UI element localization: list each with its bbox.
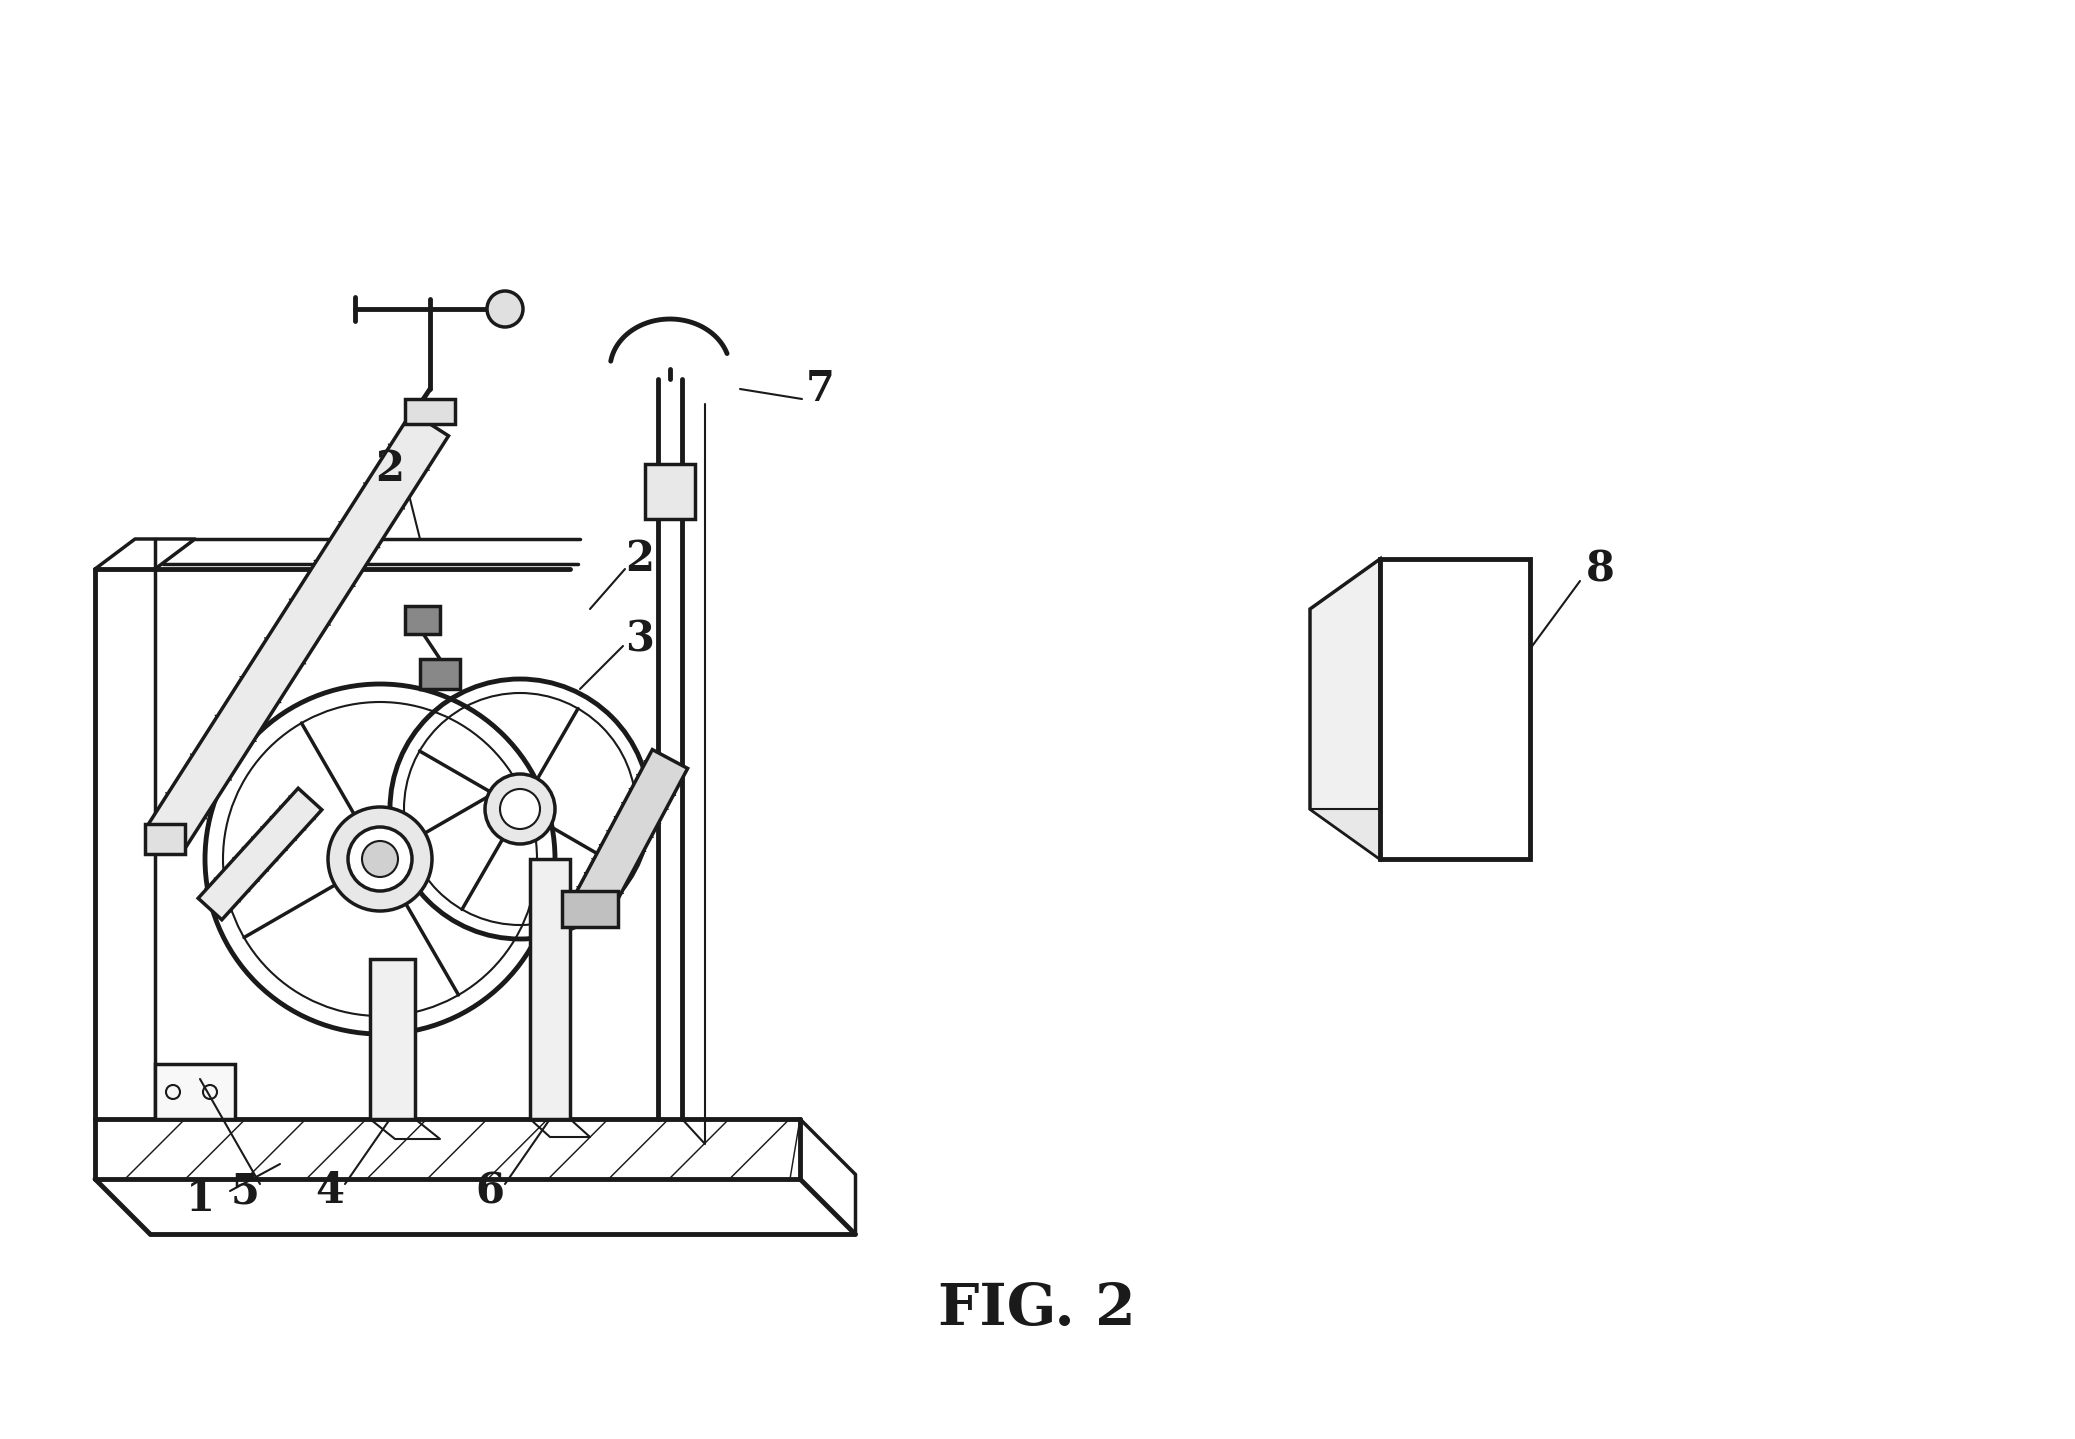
Polygon shape	[147, 412, 448, 850]
Text: FIG. 2: FIG. 2	[938, 1281, 1135, 1337]
Bar	[405, 606, 440, 635]
Text: 1: 1	[185, 1179, 214, 1220]
Bar	[145, 825, 185, 853]
Text: 2: 2	[376, 448, 405, 491]
Circle shape	[361, 840, 398, 876]
Bar	[1380, 558, 1529, 859]
Circle shape	[486, 774, 554, 845]
Polygon shape	[197, 789, 322, 920]
Text: 3: 3	[625, 617, 654, 661]
Polygon shape	[573, 750, 687, 918]
Circle shape	[500, 789, 540, 829]
Circle shape	[328, 807, 432, 911]
Text: 4: 4	[315, 1170, 344, 1212]
Text: 7: 7	[805, 368, 834, 410]
Bar	[419, 659, 461, 689]
Text: 2: 2	[625, 538, 654, 580]
Bar	[405, 399, 454, 425]
Text: 6: 6	[475, 1170, 504, 1212]
Bar	[529, 859, 571, 1120]
Bar	[369, 958, 415, 1120]
Text: 8: 8	[1585, 548, 1614, 590]
Text: 5: 5	[230, 1170, 259, 1212]
Bar	[562, 891, 618, 927]
Polygon shape	[1309, 809, 1529, 859]
Circle shape	[488, 291, 523, 327]
Polygon shape	[1309, 558, 1380, 859]
Bar	[156, 1063, 234, 1120]
Circle shape	[349, 827, 413, 891]
Bar	[645, 463, 695, 519]
